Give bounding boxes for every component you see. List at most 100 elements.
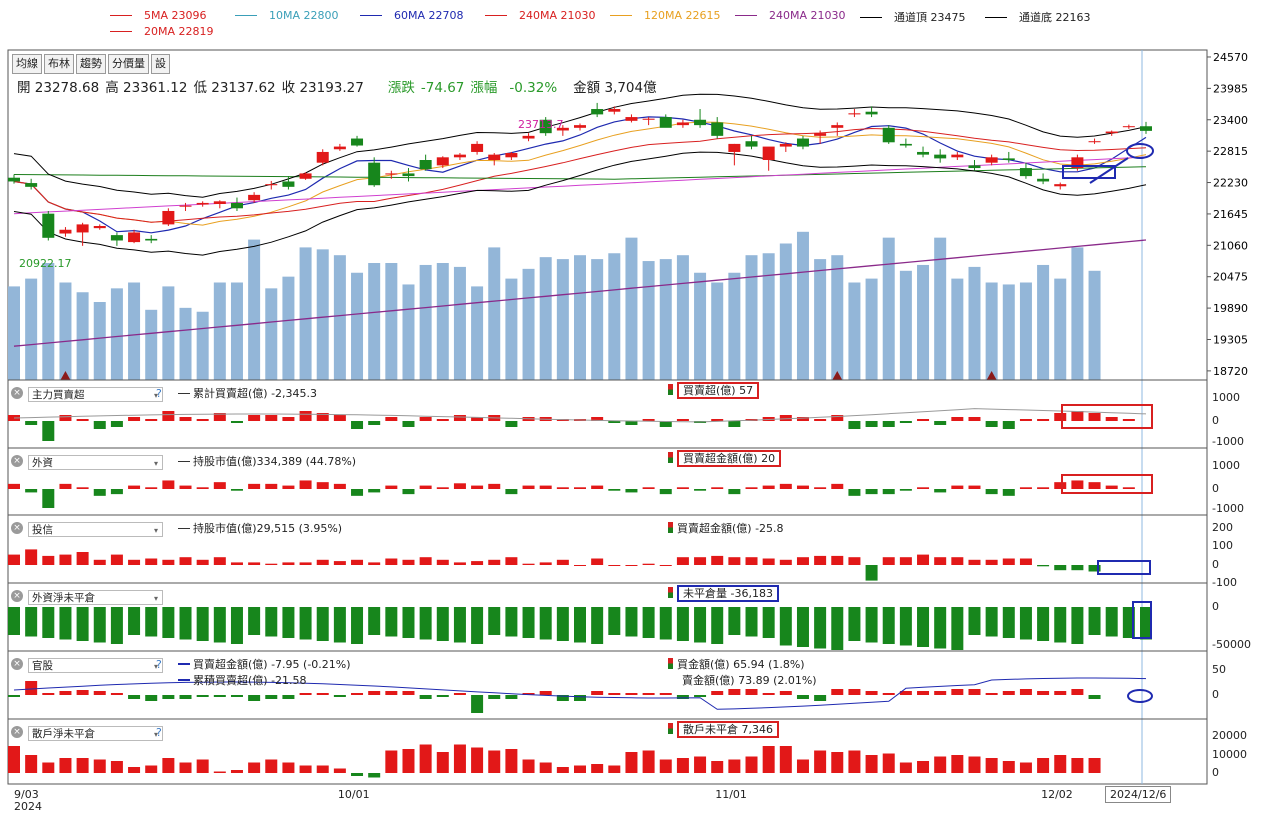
panel-bar xyxy=(882,693,895,695)
panel-line-label: 持股市值(億)29,515 (3.95%) xyxy=(178,520,342,536)
panel-bar xyxy=(59,691,72,695)
panel-y-tick: 1000 xyxy=(1212,459,1240,472)
candle-body xyxy=(591,109,604,115)
panel-bar xyxy=(248,607,261,635)
panel-bar xyxy=(762,558,775,565)
panel-select[interactable]: 散戶淨未平倉 ▾ xyxy=(28,726,163,741)
candle-body xyxy=(333,146,346,150)
panel-bar xyxy=(951,417,964,421)
close-panel-icon[interactable]: × xyxy=(11,455,23,467)
panel-bar xyxy=(25,489,38,493)
close-panel-icon[interactable]: × xyxy=(11,522,23,534)
toolbar-button[interactable]: 布林 xyxy=(44,54,74,74)
panel-bar xyxy=(25,421,38,425)
volume-bar xyxy=(213,282,226,380)
y-tick-label: 21645 xyxy=(1213,208,1248,221)
panel-bar xyxy=(711,691,724,695)
panel-bar xyxy=(282,762,295,773)
bar-swatch xyxy=(668,384,673,395)
panel-bar xyxy=(471,561,484,565)
legend-label: 60MA 22708 xyxy=(394,9,464,22)
panel-bar xyxy=(213,607,226,643)
help-icon[interactable]: ? xyxy=(156,726,162,739)
panel-bar xyxy=(42,555,55,565)
panel-bar xyxy=(145,558,158,565)
panel-bar xyxy=(574,487,586,489)
toolbar-button[interactable]: 趨勢 xyxy=(76,54,106,74)
volume-bar xyxy=(694,272,707,380)
panel-bar xyxy=(608,693,621,695)
panel-select[interactable]: 投信 ▾ xyxy=(28,522,163,537)
panel-bar xyxy=(419,695,432,699)
panel-bar xyxy=(728,421,741,427)
candle-body xyxy=(368,162,381,186)
help-icon[interactable]: ? xyxy=(156,658,162,671)
panel-select[interactable]: 主力買賣超 ▾ xyxy=(28,387,163,402)
y-tick-label: 23985 xyxy=(1213,82,1248,95)
highlight-box xyxy=(1132,601,1152,639)
x-tick-label: 12/02 xyxy=(1041,788,1073,801)
x-tick-label: 11/01 xyxy=(715,788,747,801)
close-panel-icon[interactable]: × xyxy=(11,590,23,602)
panel-select[interactable]: 外資 ▾ xyxy=(28,455,163,470)
highlight-box xyxy=(1062,165,1116,179)
panel-bar xyxy=(1037,758,1050,773)
panel-bar xyxy=(865,607,878,643)
panel-select-label: 官股 xyxy=(32,660,53,672)
panel-bar xyxy=(402,749,415,773)
candle-body xyxy=(659,117,672,128)
panel-bar xyxy=(282,607,295,638)
close-panel-icon[interactable]: × xyxy=(11,726,23,738)
panel-bar xyxy=(128,417,141,421)
volume-bar xyxy=(556,259,569,380)
panel-bar xyxy=(179,607,192,640)
close-value: 收 23193.27 xyxy=(281,80,364,96)
panel-bar xyxy=(694,756,707,773)
candle-body xyxy=(831,125,844,128)
panel-bar xyxy=(162,411,175,421)
candle-body xyxy=(1140,126,1152,131)
help-icon[interactable]: ? xyxy=(156,387,162,400)
panel-select-label: 主力買賣超 xyxy=(32,389,85,401)
panel-bar xyxy=(848,557,861,565)
volume-bar xyxy=(865,278,878,380)
panel-bar xyxy=(522,607,535,638)
close-panel-icon[interactable]: × xyxy=(11,658,23,670)
panel-bar xyxy=(333,483,346,489)
candle-body xyxy=(402,173,415,177)
panel-bar xyxy=(1037,419,1050,421)
panel-bar xyxy=(1071,758,1084,773)
panel-bar xyxy=(110,489,123,495)
panel-bar xyxy=(230,421,243,423)
panel-select[interactable]: 官股 ▾ xyxy=(28,658,163,673)
panel-bar xyxy=(76,607,89,641)
channel-top xyxy=(13,93,1147,198)
panel-bar xyxy=(265,607,278,637)
toolbar-button[interactable]: 設 xyxy=(151,54,170,74)
panel-y-tick: 200 xyxy=(1212,521,1233,534)
panel-bar xyxy=(368,607,381,635)
panel-bar xyxy=(985,489,998,495)
candle-body xyxy=(162,210,175,225)
panel-select[interactable]: 外資淨未平倉 ▾ xyxy=(28,590,163,605)
panel-bar xyxy=(25,607,38,637)
panel-bar xyxy=(299,480,312,489)
candle-body xyxy=(899,143,912,146)
toolbar-button[interactable]: 分價量 xyxy=(108,54,149,74)
volume-bar xyxy=(402,284,415,380)
panel-bar xyxy=(59,758,72,773)
panel-bar xyxy=(608,489,621,491)
panel-bar xyxy=(899,762,912,773)
candle-body xyxy=(745,141,758,147)
panel-bar xyxy=(796,759,809,773)
close-panel-icon[interactable]: × xyxy=(11,387,23,399)
candle-body xyxy=(556,127,569,131)
panel-bar xyxy=(59,607,72,640)
y-tick-label: 22230 xyxy=(1213,177,1248,190)
legend-item: 5MA 23096 xyxy=(110,9,207,22)
panel-bar xyxy=(76,487,89,489)
panel-bar xyxy=(1088,482,1101,489)
legend-label: 240MA 21030 xyxy=(769,9,846,22)
y-tick-label: 20475 xyxy=(1213,271,1248,284)
toolbar-button[interactable]: 均線 xyxy=(12,54,42,74)
